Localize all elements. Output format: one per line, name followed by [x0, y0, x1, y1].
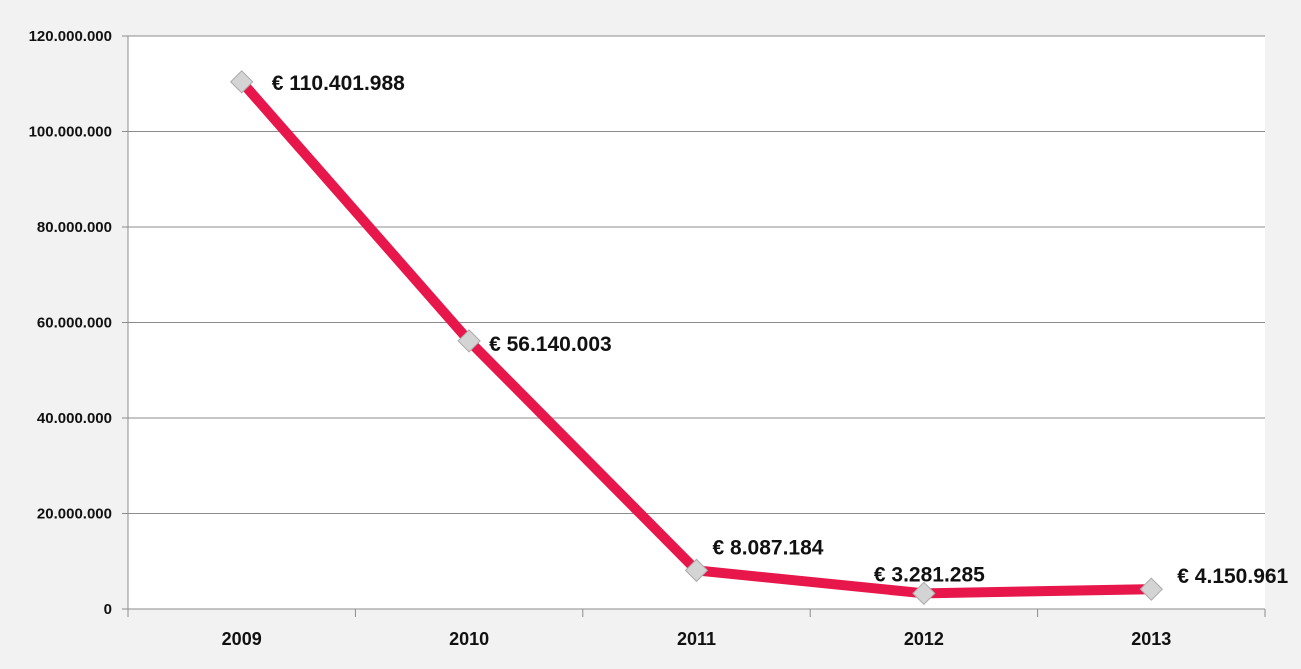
y-tick-label: 20.000.000: [37, 506, 112, 523]
gridlines: [128, 35, 1265, 514]
x-tick-label: 2010: [449, 629, 489, 649]
axes: 0 20.000.000 40.000.000 60.000.000 80.000.00…: [29, 28, 1266, 649]
series-markers: [229, 70, 1164, 606]
y-tick-label: 80.000.000: [37, 219, 112, 236]
data-label: € 56.140.003: [489, 333, 612, 356]
y-tick-label: 60.000.000: [37, 315, 112, 332]
data-point-marker: [457, 329, 481, 353]
x-tick-label: 2012: [904, 629, 944, 649]
y-tick-label: 40.000.000: [37, 410, 112, 427]
data-labels: € 110.401.988 € 56.140.003 € 8.087.184 € 3.…: [272, 72, 1289, 588]
data-label: € 3.281.285: [874, 563, 985, 586]
y-tick-label: 120.000.000: [29, 28, 112, 45]
data-label: € 4.150.961: [1177, 565, 1288, 588]
data-label: € 8.087.184: [713, 536, 824, 559]
x-tick-label: 2011: [677, 629, 716, 649]
data-point-marker: [229, 70, 254, 94]
data-point-marker: [1139, 577, 1164, 601]
x-tick-label: 2009: [222, 629, 262, 649]
data-point-marker: [912, 581, 936, 606]
data-point-marker: [684, 558, 709, 583]
x-tick-label: 2013: [1131, 629, 1171, 649]
data-label: € 110.401.988: [272, 72, 405, 95]
y-tick-label: 0: [104, 601, 112, 618]
y-tick-label: 100.000.000: [29, 124, 112, 141]
